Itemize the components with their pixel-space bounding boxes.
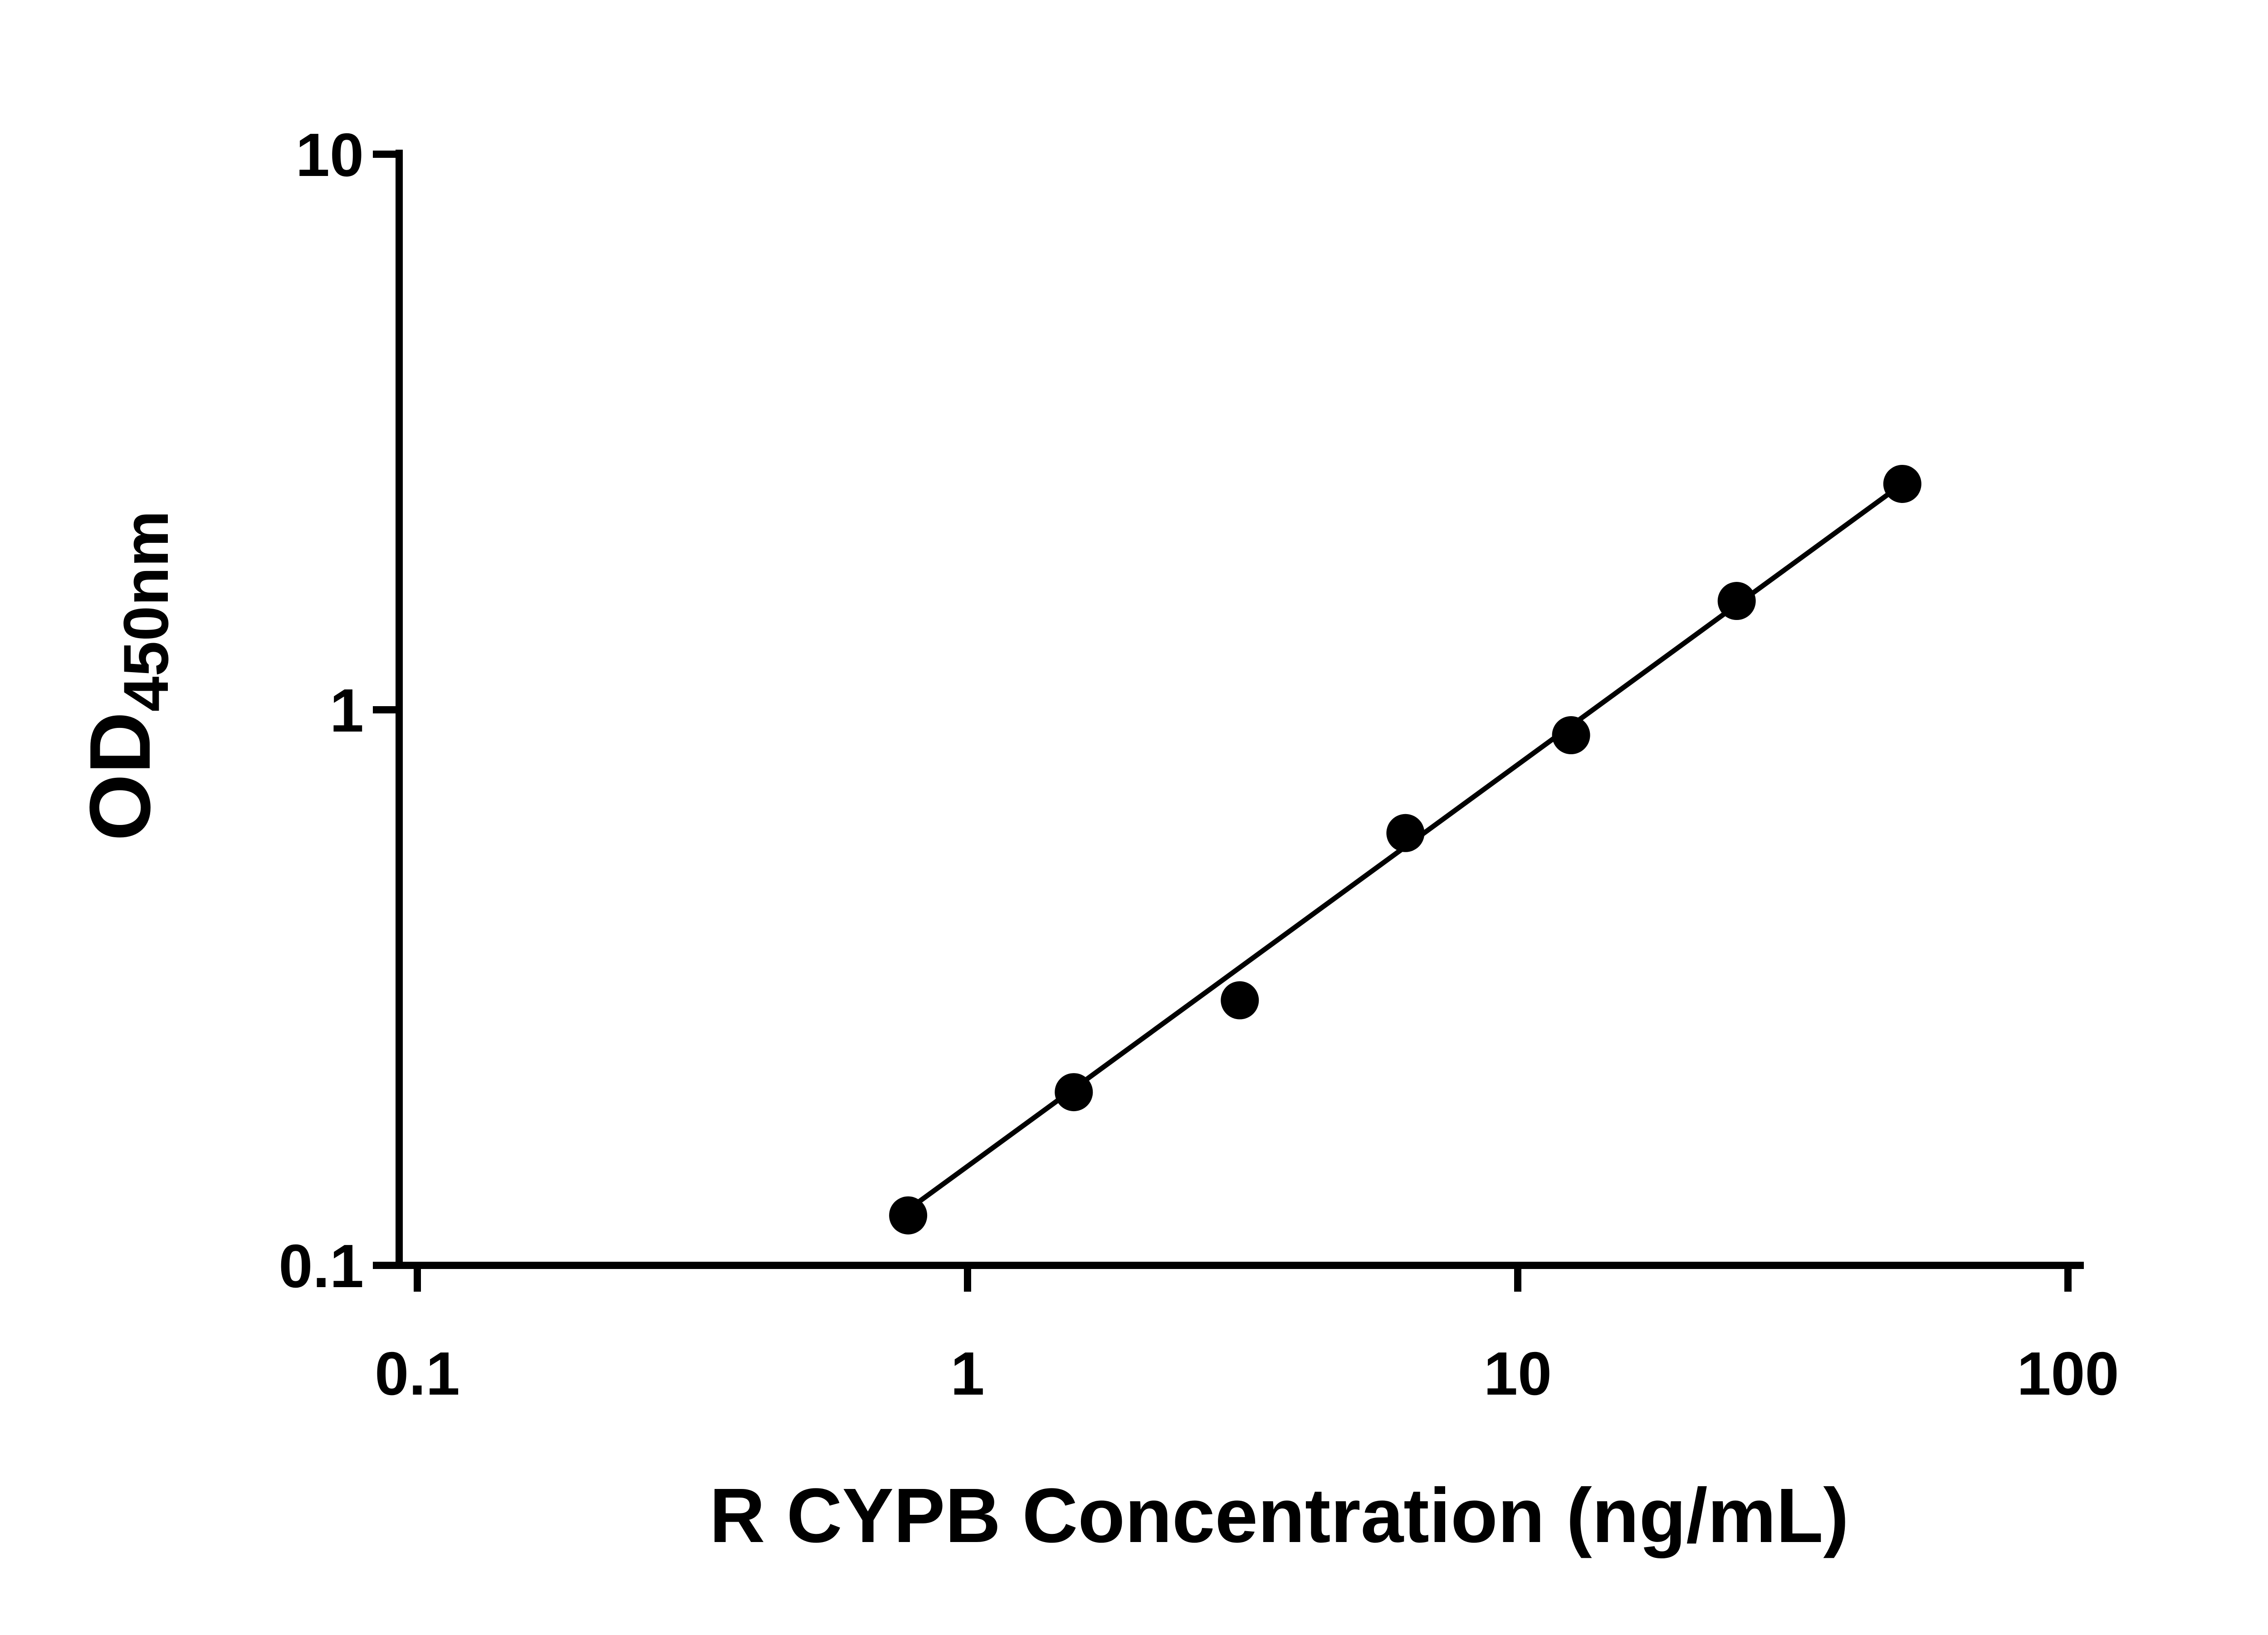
y-tick-label: 10 bbox=[296, 121, 364, 189]
data-point bbox=[1221, 981, 1259, 1020]
data-point bbox=[1883, 464, 1921, 503]
x-tick-label: 10 bbox=[1484, 1339, 1552, 1408]
data-point bbox=[889, 1196, 928, 1235]
y-axis-title-main: OD bbox=[72, 712, 168, 841]
x-axis-title: R CYPB Concentration (ng/mL) bbox=[709, 1473, 1849, 1559]
data-point bbox=[1055, 1073, 1093, 1112]
y-tick-label: 1 bbox=[330, 676, 364, 745]
x-tick-label: 1 bbox=[950, 1339, 984, 1408]
data-point bbox=[1552, 716, 1590, 755]
plot-series bbox=[889, 464, 1921, 1235]
y-tick-label: 0.1 bbox=[279, 1232, 364, 1300]
tick-labels: 0.1 1 10 100 0.1 1 10 bbox=[279, 121, 2119, 1408]
y-axis-title-subscript: 450nm bbox=[110, 511, 181, 712]
data-point bbox=[1717, 582, 1756, 620]
x-tick-label: 0.1 bbox=[375, 1339, 460, 1408]
axes bbox=[396, 150, 2084, 1269]
y-axis-title: OD450nm bbox=[72, 511, 181, 841]
data-point bbox=[1386, 814, 1425, 852]
tick-marks bbox=[373, 151, 2072, 1292]
x-tick-label: 100 bbox=[2017, 1339, 2119, 1408]
